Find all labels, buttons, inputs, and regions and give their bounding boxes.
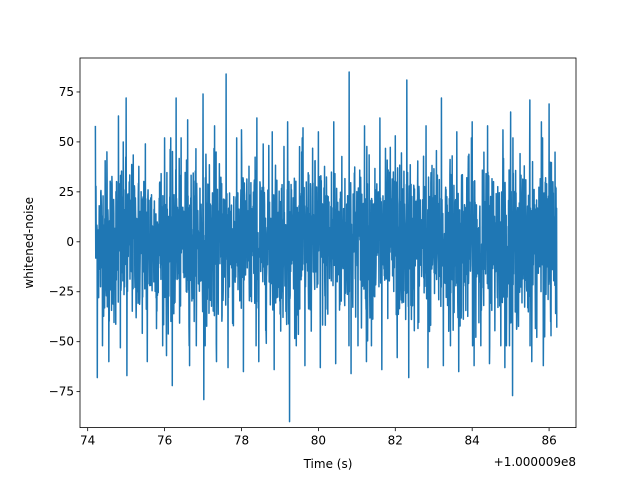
y-tick-label: −50	[49, 335, 74, 349]
plot-frame	[79, 57, 577, 429]
x-axis-label: Time (s)	[303, 457, 353, 471]
plot-area	[94, 71, 558, 423]
x-tick-label: 84	[465, 434, 480, 448]
x-tick-label: 80	[311, 434, 326, 448]
x-axis-ticks: 74 76 78 80 82 84 86	[80, 427, 557, 448]
y-axis-label: whitened-noise	[22, 197, 36, 289]
x-axis-offset-label: +1.000009e8	[494, 455, 576, 469]
y-tick-label: 25	[59, 185, 74, 199]
x-tick-label: 76	[157, 434, 172, 448]
y-tick-label: 75	[59, 85, 74, 99]
x-tick-label: 74	[80, 434, 95, 448]
x-tick-label: 86	[541, 434, 556, 448]
x-tick-label: 82	[388, 434, 403, 448]
y-tick-label: 50	[59, 135, 74, 149]
y-tick-label: 0	[66, 235, 74, 249]
series-line-whitened-noise	[94, 71, 558, 423]
series-layer	[94, 71, 558, 423]
y-tick-label: −75	[49, 385, 74, 399]
x-tick-label: 78	[234, 434, 249, 448]
y-axis-ticks: −75 −50 −25 0 25 50 75	[49, 85, 80, 399]
y-tick-label: −25	[49, 285, 74, 299]
